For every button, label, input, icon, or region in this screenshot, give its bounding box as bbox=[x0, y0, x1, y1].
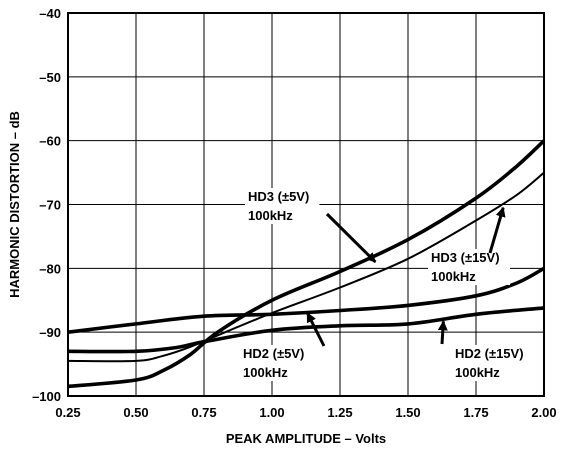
annotation-line2: 100kHz bbox=[243, 365, 288, 380]
annotation-line1: HD2 (±5V) bbox=[243, 346, 304, 361]
annotation-background bbox=[428, 249, 510, 285]
series-line-1 bbox=[67, 139, 546, 389]
annotation-4: HD2 (±15V) 100kHz bbox=[437, 320, 534, 381]
x-tick-label: 1.25 bbox=[327, 405, 352, 420]
annotation-line2: 100kHz bbox=[455, 365, 500, 380]
annotation-3: HD2 (±5V) 100kHz bbox=[240, 312, 326, 381]
annotation-1: HD3 (±5V) 100kHz bbox=[245, 188, 377, 264]
plot-frame bbox=[67, 12, 545, 397]
annotation-line1: HD3 (±15V) bbox=[431, 250, 500, 265]
x-axis-label: PEAK AMPLITUDE – Volts bbox=[226, 431, 386, 446]
annotation-arrow bbox=[325, 212, 377, 264]
y-tick-label: –40 bbox=[39, 6, 61, 21]
annotation-background bbox=[240, 345, 315, 381]
annotation-arrow bbox=[488, 206, 506, 254]
x-tick-label: 0.75 bbox=[191, 405, 216, 420]
y-tick-label: –90 bbox=[39, 325, 61, 340]
series-line-4 bbox=[67, 306, 545, 354]
annotation-line2: 100kHz bbox=[248, 208, 293, 223]
annotation-arrow bbox=[437, 320, 448, 345]
x-tick-label: 0.25 bbox=[55, 405, 80, 420]
y-tick-label: –80 bbox=[39, 261, 61, 276]
annotation-arrow bbox=[306, 312, 326, 347]
y-tick-label: –60 bbox=[39, 134, 61, 149]
y-tick-label: –70 bbox=[39, 198, 61, 213]
annotation-background bbox=[452, 345, 534, 381]
annotation-line1: HD2 (±15V) bbox=[455, 346, 524, 361]
annotation-2: HD3 (±15V) 100kHz bbox=[428, 206, 510, 285]
y-tick-label: –50 bbox=[39, 70, 61, 85]
annotation-background bbox=[245, 188, 320, 224]
series-line-3 bbox=[67, 266, 545, 334]
x-tick-label: 1.50 bbox=[395, 405, 420, 420]
x-tick-label: 1.00 bbox=[259, 405, 284, 420]
annotation-line2: 100kHz bbox=[431, 269, 476, 284]
y-tick-label: –100 bbox=[32, 389, 61, 404]
annotation-line1: HD3 (±5V) bbox=[248, 189, 309, 204]
x-tick-label: 1.75 bbox=[463, 405, 488, 420]
x-tick-label: 2.00 bbox=[531, 405, 556, 420]
y-axis-label: HARMONIC DISTORTION – dB bbox=[7, 111, 22, 298]
x-tick-label: 0.50 bbox=[123, 405, 148, 420]
